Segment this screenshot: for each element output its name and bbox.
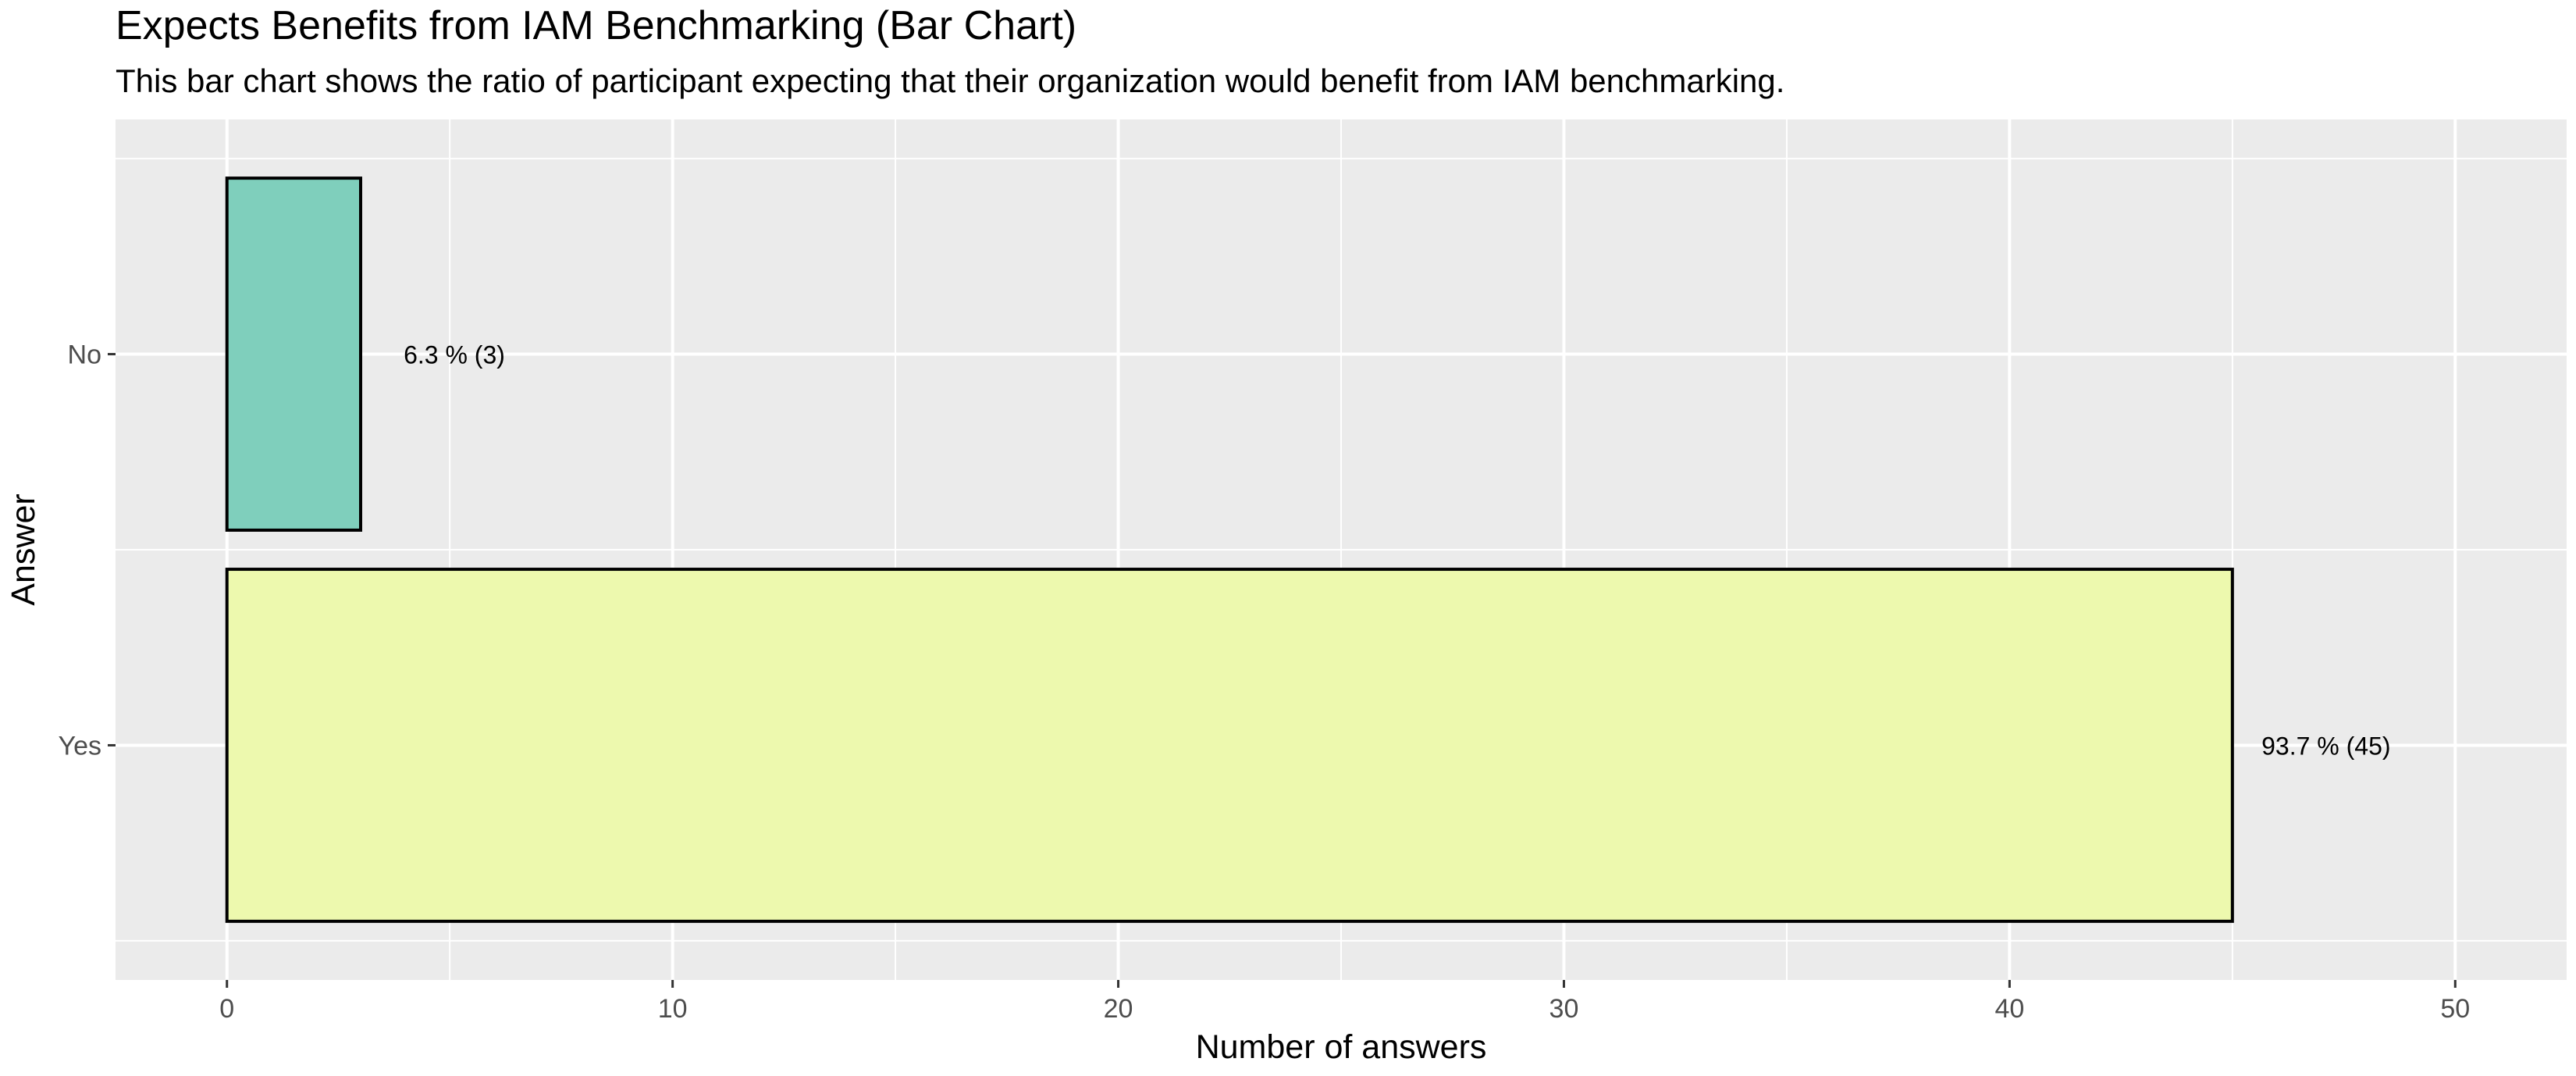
x-axis-title: Number of answers (1196, 1028, 1487, 1066)
data-labels: 6.3 % (3) 93.7 % (45) (404, 341, 2390, 761)
x-tick-label: 40 (1994, 994, 2024, 1024)
x-tick-label: 0 (219, 994, 234, 1024)
x-tick-label: 20 (1104, 994, 1133, 1024)
x-tick-label: 50 (2440, 994, 2470, 1024)
chart-title: Expects Benefits from IAM Benchmarking (… (116, 3, 1076, 48)
y-axis: No Yes (59, 340, 116, 761)
data-label-yes: 93.7 % (45) (2261, 732, 2390, 760)
x-axis: 0 10 20 30 40 50 (219, 980, 2470, 1024)
y-axis-title: Answer (5, 493, 42, 605)
minor-gridlines (116, 119, 2567, 980)
x-tick-label: 10 (658, 994, 688, 1024)
y-tick-label: Yes (59, 731, 101, 761)
bar-yes (225, 568, 2234, 923)
bars (225, 176, 2234, 923)
chart-subtitle: This bar chart shows the ratio of partic… (116, 62, 1784, 99)
data-label-no: 6.3 % (3) (404, 341, 505, 369)
y-tick-label: No (68, 340, 101, 370)
bar-no (225, 176, 362, 532)
x-tick-label: 30 (1550, 994, 1579, 1024)
